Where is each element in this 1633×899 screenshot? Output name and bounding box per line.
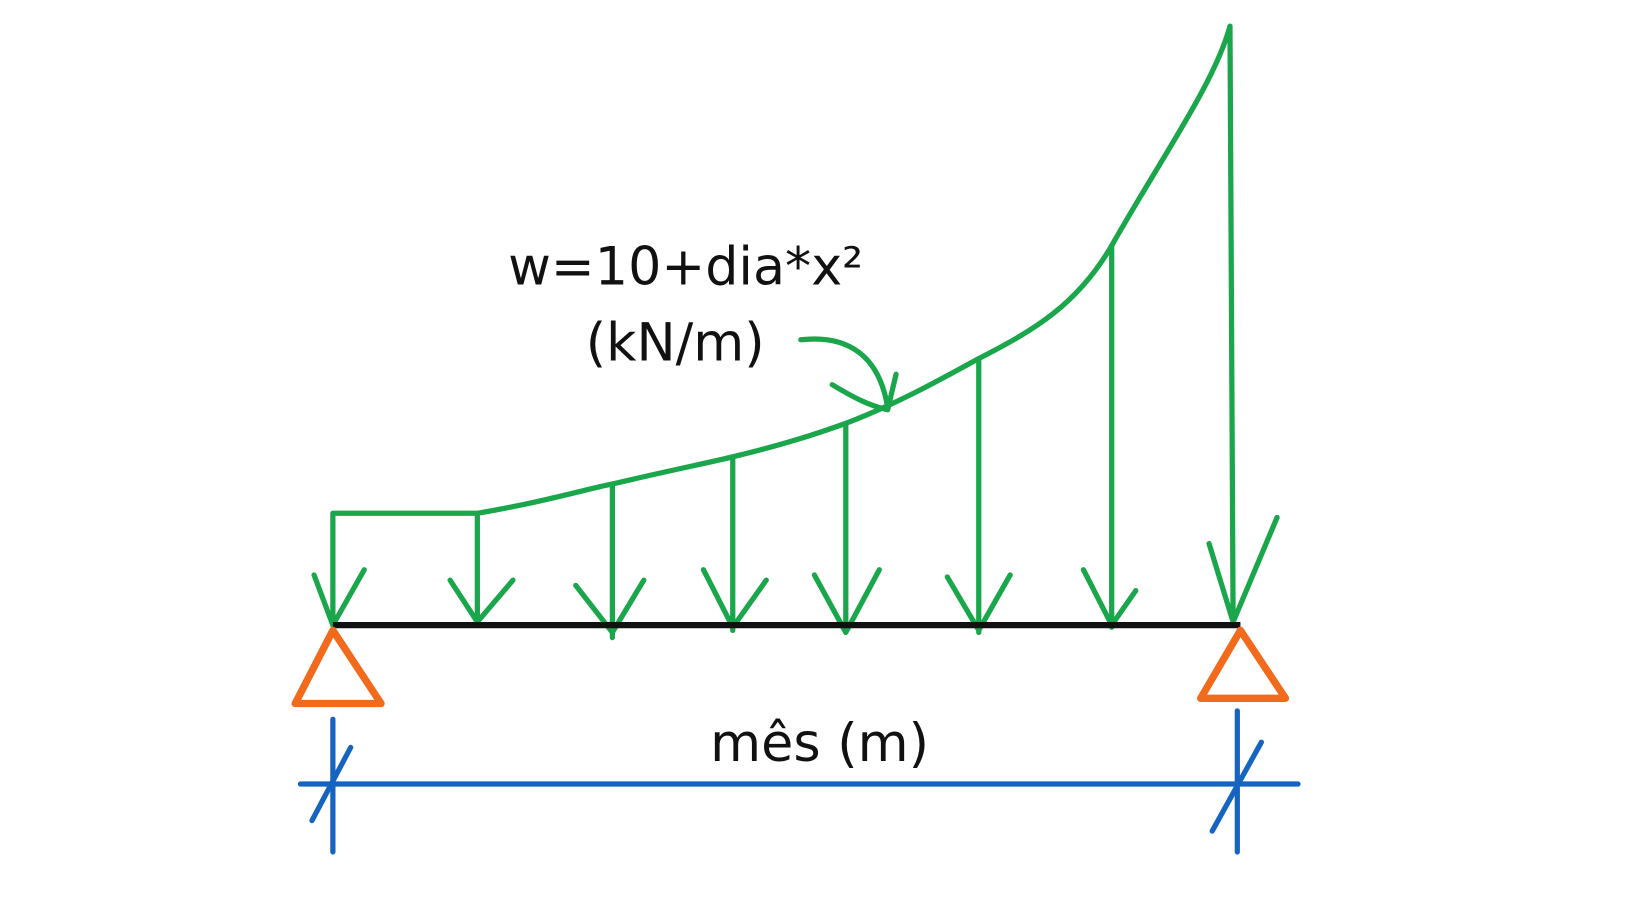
left-support (291, 626, 385, 708)
load-formula: w=10+dia*x² (508, 236, 863, 297)
right-support (1197, 626, 1290, 702)
annotation-arrow (798, 336, 899, 413)
load-curve (330, 23, 1236, 628)
dimension-line (297, 708, 1301, 855)
span-label: mês (m) (710, 713, 929, 774)
load-unit: (kN/m) (586, 313, 765, 374)
